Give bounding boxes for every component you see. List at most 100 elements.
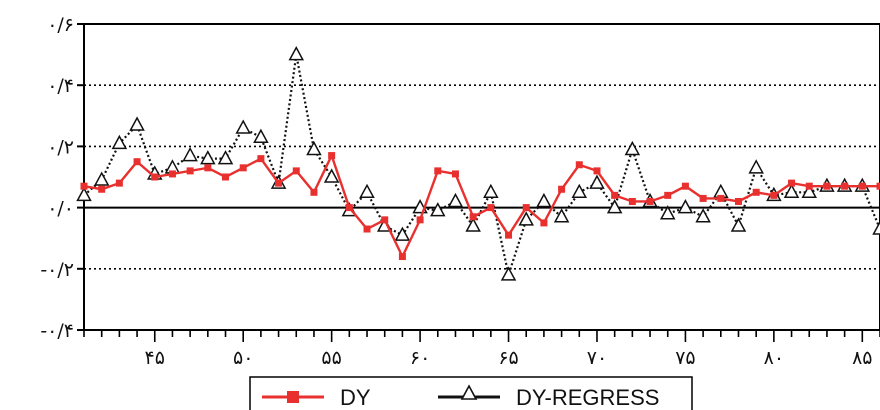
legend-dy-regress-label: DY-REGRESS — [516, 385, 659, 410]
y-tick-label: -۰/۴ — [40, 320, 74, 342]
dy-point — [841, 182, 849, 190]
dy-regress-point — [235, 119, 251, 134]
dy-point — [505, 231, 513, 239]
x-axis: ۴۵ ۵۰ ۵۵ ۶۰ ۶۵ ۷۰ ۷۵ ۸۰ ۸۵ — [83, 330, 880, 369]
dy-point — [681, 182, 689, 190]
x-tick-label: ۴۵ — [145, 347, 165, 369]
dy-regress-point — [288, 46, 305, 61]
dy-regress-point — [323, 168, 340, 183]
dy-point — [752, 188, 760, 196]
legend-regress-marker — [460, 384, 478, 400]
dy-regress-point — [129, 116, 145, 131]
dy-regress-point — [748, 159, 764, 174]
x-tick-label: ۷۰ — [587, 347, 607, 369]
dy-regress-point — [483, 183, 499, 199]
dy-regress-point — [589, 174, 605, 189]
dy-point — [717, 194, 725, 202]
dy-regress-point — [76, 186, 92, 202]
dy-regress-point — [200, 150, 216, 165]
dy-regress-point — [730, 217, 747, 232]
dy-regress-point — [306, 140, 322, 156]
y-tick-label: ۰/۲ — [47, 136, 74, 158]
dy-point — [469, 213, 477, 221]
dy-regress-point — [571, 183, 588, 199]
dy-point — [416, 216, 424, 224]
dy-point — [522, 204, 530, 212]
dy-point — [98, 185, 106, 193]
dy-point — [646, 197, 654, 205]
dy-point — [345, 204, 353, 212]
x-tick-label: ۷۵ — [675, 347, 695, 369]
dy-point — [593, 167, 601, 175]
y-tick-label: ۰/۴ — [47, 75, 74, 97]
x-tick-label: ۸۰ — [764, 347, 784, 369]
y-tick-label: ۰/۶ — [47, 14, 74, 36]
dy-point — [858, 182, 866, 190]
dy-regress-point — [553, 208, 570, 223]
dy-point — [310, 188, 318, 196]
legend: DY DY-REGRESS — [249, 376, 693, 410]
dy-point — [805, 182, 813, 190]
y-tick-label: ۰/۰ — [47, 198, 74, 220]
dy-regress-point — [872, 220, 880, 235]
dy-regress-point — [430, 202, 446, 217]
dy-regress-point — [465, 217, 481, 232]
dy-regress-line — [83, 54, 880, 280]
legend-dy-label: DY — [340, 385, 371, 410]
dy-regress-point — [536, 192, 552, 208]
series-dy-regress — [76, 46, 880, 281]
dy-point — [575, 161, 583, 169]
dy-point — [292, 167, 300, 175]
dy-point — [823, 182, 831, 190]
dy-point — [363, 225, 371, 233]
dy-point — [611, 191, 619, 199]
series-dy — [80, 152, 880, 261]
dy-point — [451, 170, 459, 178]
dy-point — [275, 179, 283, 187]
dy-regress-point — [253, 128, 269, 143]
dy-regress-point — [394, 226, 411, 241]
dy-point — [151, 173, 159, 181]
dy-point — [133, 158, 141, 166]
dy-point — [487, 204, 495, 212]
dy-point — [699, 194, 707, 202]
dy-regress-point — [659, 205, 676, 220]
dy-regress-point — [624, 140, 641, 156]
dy-point — [734, 197, 742, 205]
dy-point — [222, 173, 230, 181]
dy-regress-point — [606, 199, 623, 214]
dy-point — [204, 164, 212, 172]
dy-regress-point — [359, 183, 375, 199]
dy-point — [788, 179, 796, 187]
dy-point — [770, 191, 778, 199]
dy-regress-point — [217, 150, 234, 165]
dy-point — [628, 197, 636, 205]
dy-point — [80, 182, 88, 190]
dy-point — [186, 167, 194, 175]
x-tick-label: ۶۵ — [498, 347, 518, 369]
dy-regress-point — [518, 211, 534, 226]
dy-regress-point — [695, 208, 711, 223]
y-axis: -۰/۴ -۰/۲ ۰/۰ ۰/۲ ۰/۴ ۰/۶ — [40, 14, 84, 342]
dy-point — [398, 253, 406, 261]
legend-dy-marker — [287, 391, 299, 403]
dy-regress-point — [783, 183, 800, 199]
dy-regress-point — [182, 147, 198, 162]
dy-point — [434, 167, 442, 175]
dy-line — [83, 152, 880, 260]
dy-regress-point — [111, 134, 128, 150]
dy-regress-point — [677, 199, 694, 214]
dy-point — [381, 216, 389, 224]
x-tick-label: ۵۵ — [321, 347, 341, 369]
dy-point — [168, 170, 176, 178]
dy-regress-point — [801, 183, 818, 199]
dy-point — [115, 179, 123, 187]
x-tick-label: ۸۵ — [852, 347, 872, 369]
dy-point — [558, 185, 566, 193]
dy-regress-point — [93, 171, 110, 186]
dy-point — [664, 191, 672, 199]
dy-point — [239, 164, 247, 172]
dy-point — [540, 219, 548, 227]
dy-point — [876, 182, 880, 190]
